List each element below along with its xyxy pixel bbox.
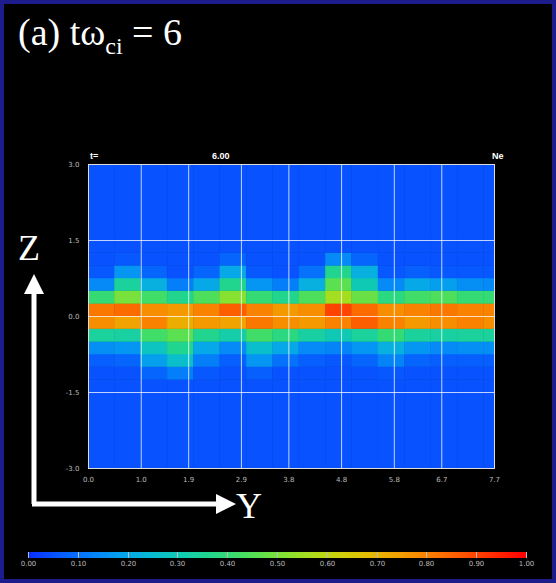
svg-text:0.20: 0.20 [121,560,137,568]
svg-text:-1.5: -1.5 [66,389,80,397]
svg-text:1.00: 1.00 [519,560,535,568]
svg-text:0.0: 0.0 [68,313,79,321]
svg-text:0.90: 0.90 [469,560,485,568]
html-text:t=: t= [90,151,99,161]
svg-text:0.0: 0.0 [83,476,94,484]
svg-text:2.9: 2.9 [236,476,247,484]
svg-text:0.60: 0.60 [320,560,336,568]
html-text:Ne: Ne [492,151,504,161]
svg-text:0.70: 0.70 [370,560,386,568]
svg-text:Y: Y [236,486,262,526]
svg-text:0.40: 0.40 [220,560,236,568]
svg-text:0.50: 0.50 [270,560,286,568]
svg-text:1.9: 1.9 [183,476,194,484]
svg-text:6.7: 6.7 [436,476,447,484]
svg-text:1.5: 1.5 [68,237,79,245]
svg-text:1.0: 1.0 [136,476,147,484]
svg-text:Z: Z [18,228,40,268]
svg-text:0.80: 0.80 [419,560,435,568]
svg-text:3.8: 3.8 [283,476,294,484]
svg-text:0.10: 0.10 [71,560,87,568]
svg-text:0.00: 0.00 [21,560,37,568]
svg-text:-3.0: -3.0 [66,465,80,473]
svg-text:5.8: 5.8 [389,476,400,484]
svg-text:3.0: 3.0 [68,161,79,169]
svg-text:0.30: 0.30 [170,560,186,568]
svg-text:7.7: 7.7 [489,476,500,484]
html-text:6.00: 6.00 [212,151,230,161]
svg-text:4.8: 4.8 [336,476,347,484]
html-text:(a) tωci= 6: (a) tωci= 6 [18,11,182,59]
